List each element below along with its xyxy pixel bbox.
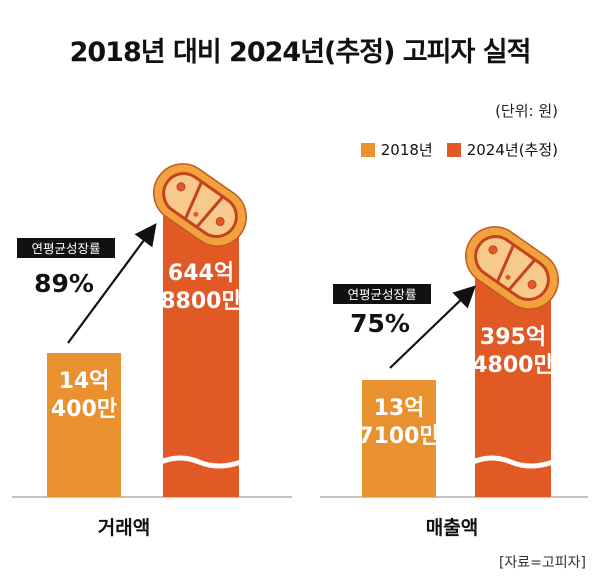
bar-label-2024-1-line2: 4800만 (472, 353, 553, 378)
legend-swatch-2018 (360, 142, 375, 157)
bar-label-2018-1-line2: 7100만 (358, 424, 439, 449)
pizza-topping (176, 182, 186, 192)
bar-label-2024-0-line1: 644억 (168, 261, 234, 286)
bar-label-2018-1-line1: 13억 (374, 396, 425, 421)
legend: 2018년 2024년(추정) (347, 139, 558, 160)
pizza-topping (215, 217, 225, 227)
category-label: 거래액 (98, 517, 150, 539)
pizza-topping (193, 211, 199, 217)
bar-label-2018-0-line1: 14억 (59, 369, 110, 394)
legend-swatch-2024 (446, 142, 461, 157)
bar-label-2024-0-line2: 8800만 (160, 289, 241, 314)
pizza-slice-line (183, 181, 204, 220)
bar-2018-0 (47, 353, 121, 497)
cagr-badge (333, 284, 431, 304)
category-label: 매출액 (426, 517, 478, 539)
pizza-slice-line (195, 195, 225, 229)
pizza-topping (488, 245, 498, 255)
pizza-slice-line (495, 244, 516, 283)
cagr-badge-text: 연평균성장률 (31, 241, 100, 256)
axis-break-0 (160, 455, 242, 469)
arrow-icon (67, 223, 157, 344)
bar-label-2024-1-line1: 395억 (480, 325, 546, 350)
legend-item-2024: 2024년(추정) (446, 139, 558, 160)
cagr-badge (17, 238, 115, 258)
cagr-badge-text: 연평균성장률 (347, 287, 416, 302)
pizza-slice-line (507, 258, 537, 292)
cagr-value: 89% (34, 269, 94, 298)
arrow-icon (389, 285, 476, 369)
axis-break-1 (472, 455, 554, 469)
pizza-icon (465, 226, 559, 310)
bar-2024-0 (163, 212, 239, 497)
legend-label-2018: 2018년 (380, 141, 433, 159)
legend-label-2024: 2024년(추정) (466, 141, 558, 159)
source-note: [자료=고피자] (498, 555, 586, 571)
chart-title: 2018년 대비 2024년(추정) 고피자 실적 (69, 37, 532, 68)
bar-label-2018-0-line2: 400만 (51, 397, 117, 422)
unit-label: (단위: 원) (495, 102, 558, 120)
bar-2018-1 (362, 380, 436, 497)
cagr-value: 75% (350, 309, 410, 338)
legend-item-2018: 2018년 (360, 139, 433, 160)
pizza-topping (527, 280, 537, 290)
pizza-topping (505, 274, 511, 280)
pizza-icon (153, 163, 247, 247)
